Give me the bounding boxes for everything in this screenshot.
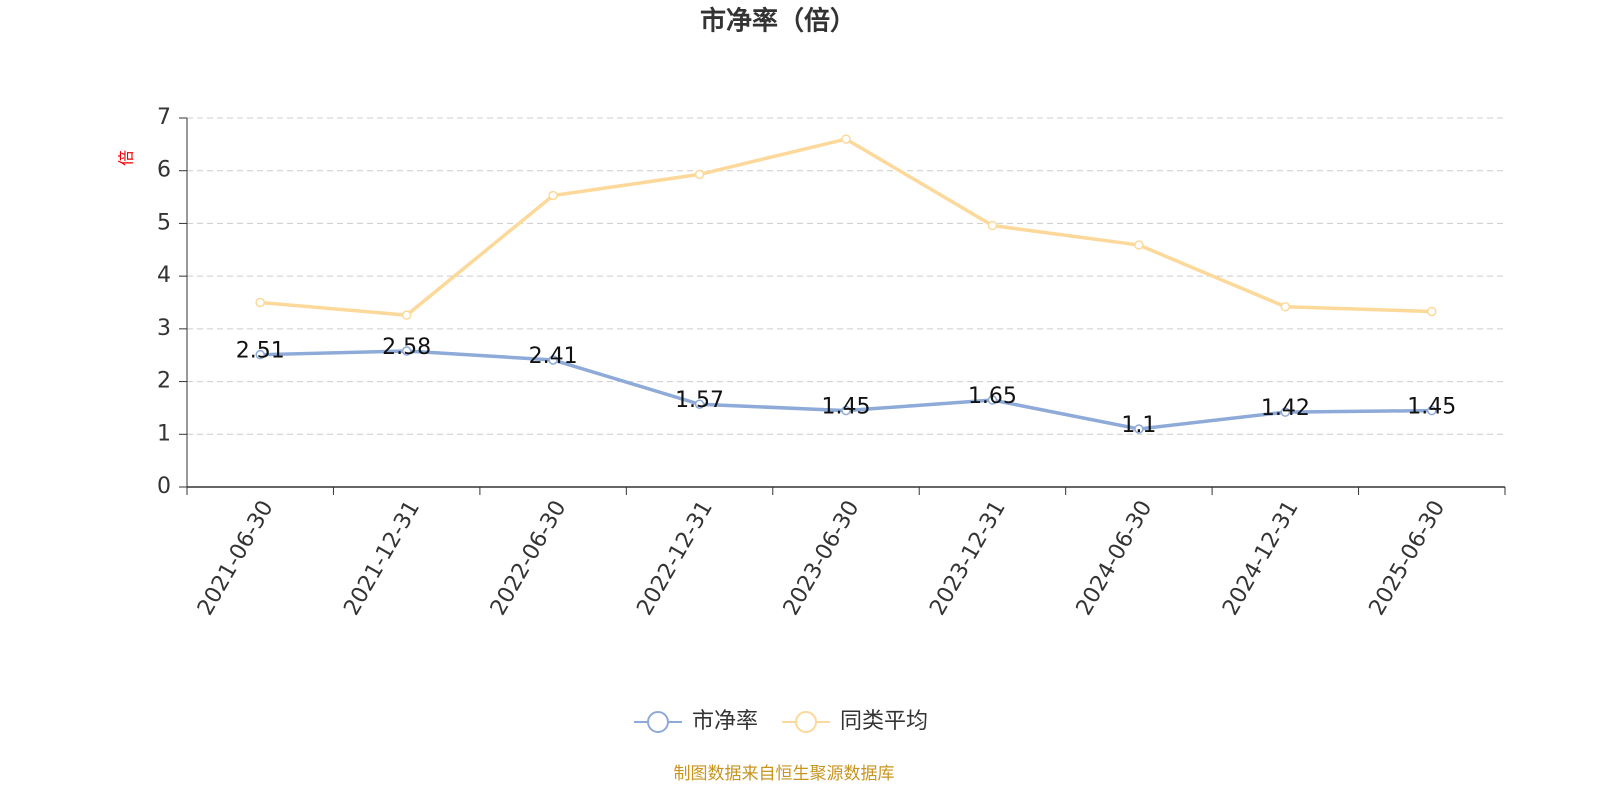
y-axis-label: 倍 [117, 150, 136, 166]
y-tick-label: 3 [157, 316, 171, 341]
data-point [987, 395, 998, 405]
data-point [1134, 240, 1144, 250]
x-tick-label: 2024-06-30 [1072, 497, 1158, 620]
y-tick-label: 4 [157, 263, 171, 288]
x-tick-label: 2021-06-30 [193, 497, 279, 620]
data-point [1280, 407, 1291, 417]
data-point [255, 349, 265, 360]
data-label: 1.42 [1261, 396, 1310, 421]
data-point [1134, 424, 1144, 434]
x-tick-label: 2021-12-31 [339, 497, 425, 620]
data-label: 1.45 [822, 395, 871, 420]
data-label: 1.1 [1121, 413, 1156, 438]
data-point [841, 134, 851, 144]
data-point [401, 310, 412, 320]
data-point [1427, 306, 1437, 317]
x-tick-label: 2022-06-30 [486, 497, 572, 620]
y-tick-label: 2 [157, 369, 171, 394]
legend-label: 市净率 [692, 709, 758, 734]
legend-label: 同类平均 [840, 709, 928, 734]
y-tick-label: 1 [157, 421, 171, 446]
x-tick-label: 2022-12-31 [632, 497, 718, 620]
data-point [1280, 301, 1291, 312]
y-tick-label: 6 [157, 158, 171, 183]
data-label: 1.45 [1407, 395, 1456, 420]
data-point [401, 346, 412, 356]
data-point [255, 297, 265, 308]
data-point [841, 405, 851, 416]
data-point [987, 220, 998, 231]
y-tick-label: 5 [157, 210, 171, 235]
legend-marker [795, 711, 818, 733]
data-label: 1.57 [675, 388, 724, 413]
data-label: 2.51 [236, 339, 285, 364]
y-tick-label: 0 [157, 474, 171, 499]
chart-title: 市净率（倍） [700, 6, 856, 37]
data-point [694, 169, 705, 180]
data-label: 1.65 [968, 384, 1017, 409]
data-label: 2.41 [529, 344, 578, 369]
x-tick-label: 2024-12-31 [1218, 497, 1304, 620]
x-tick-label: 2023-06-30 [779, 497, 865, 620]
data-point [548, 355, 558, 365]
data-point [694, 399, 705, 409]
data-point [548, 190, 558, 201]
data-point [1427, 405, 1437, 416]
y-tick-label: 7 [157, 105, 171, 130]
data-label: 2.58 [382, 335, 431, 360]
x-tick-label: 2025-06-30 [1365, 497, 1451, 620]
legend-marker [647, 711, 669, 733]
series-line [260, 137, 1432, 317]
source-note: 制图数据来自恒生聚源数据库 [674, 764, 895, 784]
x-tick-label: 2023-12-31 [925, 497, 1011, 620]
